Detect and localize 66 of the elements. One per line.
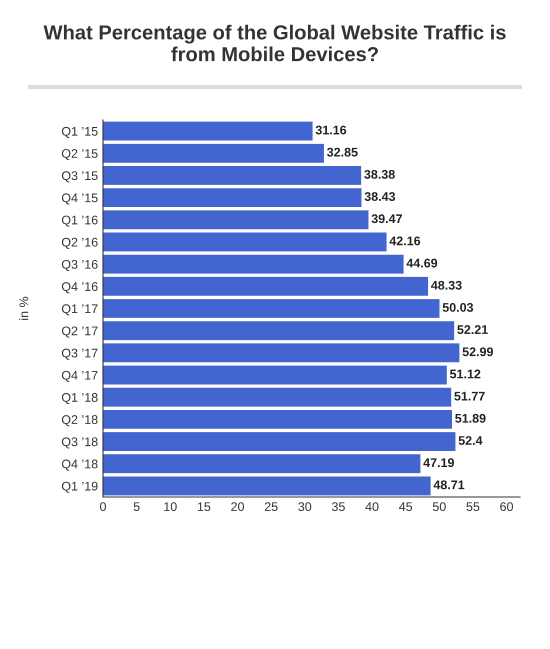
y-tick-label: Q1 ’19: [62, 482, 98, 493]
data-label: 50.03: [442, 303, 474, 312]
bar: [103, 254, 404, 274]
data-label: 52.21: [457, 325, 488, 334]
data-label: 38.43: [364, 192, 396, 201]
x-tick-label: 0: [100, 502, 106, 512]
bar: [103, 343, 460, 362]
data-label: 32.85: [327, 148, 358, 157]
data-label: 51.89: [455, 414, 486, 423]
bar: [103, 122, 313, 141]
data-label: 48.33: [431, 280, 462, 290]
bar: [103, 388, 452, 407]
x-tick-label: 50: [432, 502, 446, 512]
y-tick-label: Q4 ’18: [62, 460, 98, 471]
y-tick-label: Q4 ’15: [62, 193, 98, 205]
data-label: 52.99: [462, 347, 493, 356]
y-axis-title: in %: [19, 296, 28, 320]
y-tick-label: Q4 ’17: [62, 370, 98, 382]
bar: [103, 276, 428, 296]
data-label: 38.38: [364, 170, 395, 179]
y-tick-label: Q3 ’17: [62, 348, 98, 360]
x-tick-label: 10: [164, 502, 177, 512]
bar: [103, 410, 452, 429]
bar: [103, 299, 440, 318]
x-tick-label: 35: [332, 502, 345, 512]
data-label: 52.4: [458, 436, 482, 445]
y-tick-label: Q2 ’18: [62, 415, 98, 426]
y-tick-label: Q1 ’18: [62, 393, 98, 404]
data-label: 44.69: [406, 258, 438, 268]
bar: [103, 454, 420, 474]
bar: [103, 210, 368, 230]
data-label: 39.47: [372, 214, 402, 224]
x-tick-label: 20: [231, 502, 244, 512]
bar: [103, 476, 431, 496]
x-tick-label: 45: [398, 502, 412, 512]
bar: [103, 366, 447, 384]
x-tick-label: 40: [365, 502, 378, 512]
x-tick-label: 60: [500, 502, 514, 512]
bar: [103, 144, 324, 163]
data-label: 31.16: [316, 126, 346, 134]
data-label: 51.77: [454, 392, 485, 401]
bar: [103, 232, 387, 252]
x-tick-label: 25: [264, 502, 278, 512]
y-tick-label: Q2 ’17: [62, 326, 98, 338]
bar: [103, 321, 454, 340]
bar: [103, 432, 456, 451]
y-tick-label: Q3 ’18: [62, 437, 98, 448]
x-tick-label: 30: [298, 502, 312, 512]
chart-title: What Percentage of the Global Website Traffic is from Mobile Devices?: [44, 24, 506, 62]
y-tick-label: Q1 ’17: [62, 304, 98, 316]
data-label: 47.19: [423, 458, 454, 468]
x-tick-label: 5: [134, 502, 140, 512]
data-label: 51.12: [450, 370, 480, 378]
x-tick-label: 15: [198, 502, 210, 512]
y-tick-label: Q2 ’15: [62, 149, 98, 160]
data-label: 48.71: [434, 480, 464, 490]
data-label: 42.16: [390, 236, 420, 246]
y-tick-label: Q2 ’16: [62, 238, 98, 249]
y-tick-label: Q4 ’16: [62, 282, 98, 294]
x-tick-label: 55: [466, 502, 480, 512]
y-tick-label: Q3 ’16: [62, 260, 98, 272]
y-tick-label: Q3 ’15: [62, 171, 98, 182]
bar: [103, 188, 362, 208]
bar: [103, 166, 362, 185]
y-tick-label: Q1 ’16: [62, 216, 98, 227]
y-tick-label: Q1 ’15: [62, 126, 98, 138]
